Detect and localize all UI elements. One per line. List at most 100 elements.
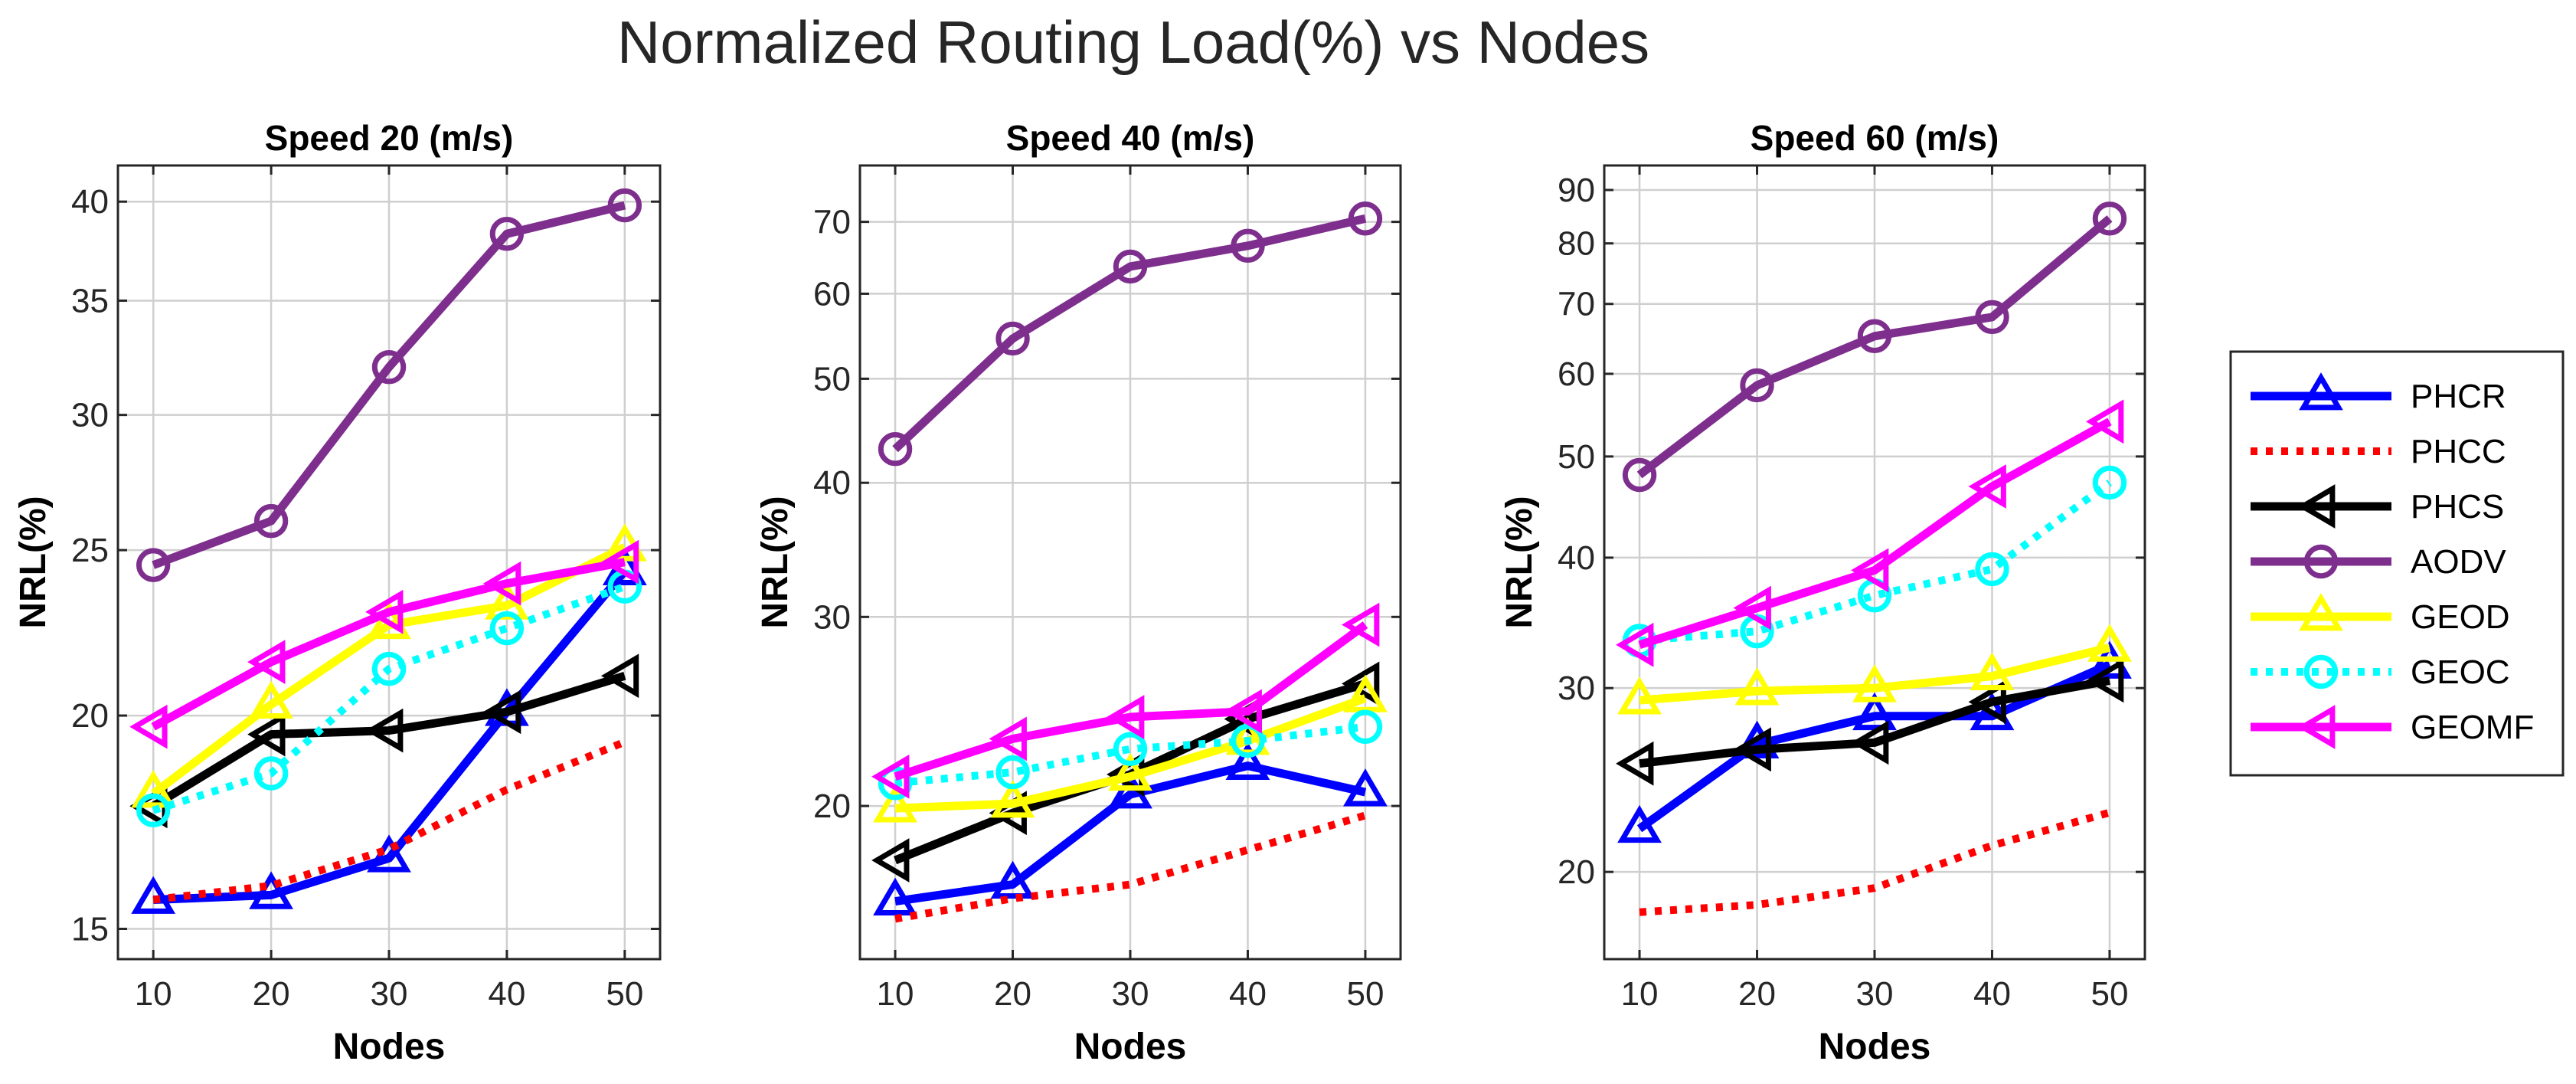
data-point-geomf	[1733, 585, 1771, 630]
data-point-geod	[1343, 674, 1388, 712]
series-geod	[1617, 624, 2132, 715]
legend-entry-phcs: PHCS	[2251, 484, 2504, 529]
legend: PHCR PHCC PHCS AODV GEOD GEOC GEOMF	[2229, 350, 2565, 777]
x-axis-label: Nodes	[333, 1027, 446, 1067]
y-axis-label: NRL(%)	[755, 496, 796, 628]
data-point-phcs	[1733, 727, 1771, 772]
data-point-phcr	[1225, 742, 1270, 780]
series-line-phcr	[894, 761, 1367, 906]
data-point-geod	[2087, 624, 2132, 662]
data-point-aodv	[371, 349, 407, 385]
data-point-phcs	[871, 838, 910, 883]
x-tick-label: 50	[606, 975, 643, 1013]
x-axis-label: Nodes	[1074, 1027, 1187, 1067]
x-axis-label: Nodes	[1819, 1027, 1931, 1067]
legend-marker	[2299, 372, 2343, 411]
y-tick-label: 60	[813, 275, 851, 313]
data-point-phcs	[2086, 658, 2124, 703]
legend-label: GEOMF	[2411, 709, 2534, 746]
data-point-geomf	[1968, 464, 2006, 509]
data-point-phcr	[990, 860, 1035, 899]
data-point-geod	[1108, 752, 1152, 791]
data-point-geoc	[1975, 552, 2009, 587]
y-tick-label: 30	[1558, 670, 1595, 707]
data-point-aodv	[995, 321, 1030, 356]
panel-title: Speed 40 (m/s)	[1006, 118, 1255, 158]
x-tick-label: 50	[2091, 975, 2128, 1013]
panel-3: 20 30 40 50 60 70 80 90 10 20 30 40 50 Speed 60 (m/s)…	[1499, 118, 2146, 1067]
data-point-geomf	[1107, 695, 1145, 739]
y-tick-label: 20	[71, 697, 109, 735]
x-tick-label: 50	[1346, 975, 1384, 1013]
data-point-aodv	[1857, 319, 1892, 353]
y-tick-label: 40	[71, 183, 109, 221]
data-point-geod	[1852, 664, 1897, 702]
data-point-geomf	[482, 561, 521, 606]
data-point-aodv	[1231, 228, 1265, 264]
data-point-phcs	[1616, 741, 1654, 786]
data-point-phcs	[365, 708, 404, 753]
data-point-geomf	[989, 716, 1027, 761]
y-tick-label: 40	[813, 464, 851, 502]
series-aodv	[136, 188, 642, 582]
series-phcs	[129, 653, 639, 829]
data-point-geomf	[1616, 622, 1654, 667]
x-tick-label: 30	[1112, 975, 1149, 1013]
legend-entry-phcc: PHCC	[2251, 433, 2506, 470]
data-point-geomf	[129, 704, 168, 749]
y-tick-label: 70	[813, 204, 851, 241]
series-line-geod	[894, 694, 1367, 813]
data-point-geod	[1225, 717, 1270, 755]
legend-marker	[2299, 593, 2343, 631]
series-line-phcc	[894, 811, 1367, 923]
data-point-geod	[1617, 676, 1662, 715]
legend-label: PHCC	[2411, 433, 2506, 470]
data-point-aodv	[2092, 201, 2127, 236]
data-point-geod	[249, 680, 293, 719]
series-geomf	[871, 602, 1380, 799]
data-point-geoc	[136, 793, 171, 828]
data-point-geoc	[1231, 723, 1265, 758]
panel-title: Speed 60 (m/s)	[1751, 118, 1999, 158]
data-point-phcs	[1968, 680, 2006, 725]
data-point-aodv	[136, 548, 171, 582]
data-point-geoc	[2092, 465, 2127, 500]
series-phcc	[1639, 808, 2111, 916]
series-line-geod	[1639, 644, 2111, 705]
data-point-geoc	[253, 756, 289, 791]
figure-title: Normalized Routing Load(%) vs Nodes	[617, 8, 1649, 76]
series-line-phcs	[151, 671, 626, 810]
data-point-geod	[1734, 667, 1780, 706]
data-point-aodv	[1348, 201, 1383, 236]
series-line-geomf	[151, 558, 626, 731]
data-point-aodv	[1113, 249, 1148, 284]
x-tick-label: 30	[371, 975, 408, 1013]
legend-marker	[2303, 544, 2339, 579]
x-tick-label: 20	[253, 975, 290, 1013]
y-tick-label: 60	[1558, 355, 1595, 393]
x-tick-label: 40	[1973, 975, 2011, 1013]
series-line-geoc	[152, 582, 626, 814]
legend-marker	[2303, 654, 2339, 689]
panel-2: 20 30 40 50 60 70 10 20 30 40 50 Speed 40 (m/s) Node…	[755, 118, 1402, 1067]
y-tick-label: 50	[813, 360, 851, 398]
data-point-geoc	[1348, 709, 1383, 744]
series-line-phcc	[1639, 808, 2111, 916]
legend-entry-phcr: PHCR	[2251, 372, 2506, 415]
x-tick-label: 10	[1621, 975, 1659, 1013]
series-line-phcr	[152, 568, 629, 905]
data-point-aodv	[489, 217, 525, 251]
x-tick-label: 40	[488, 975, 525, 1013]
series-phcs	[1616, 658, 2124, 786]
data-point-phcr	[1617, 804, 1662, 843]
data-point-geomf	[1851, 548, 1889, 593]
data-point-geod	[873, 784, 917, 823]
data-point-phcs	[247, 712, 286, 757]
data-point-phcr	[249, 871, 293, 909]
y-tick-label: 25	[71, 532, 109, 569]
data-point-aodv	[1622, 457, 1657, 493]
data-point-aodv	[253, 503, 289, 539]
data-point-geomf	[600, 539, 639, 585]
data-point-aodv	[1975, 300, 2009, 335]
